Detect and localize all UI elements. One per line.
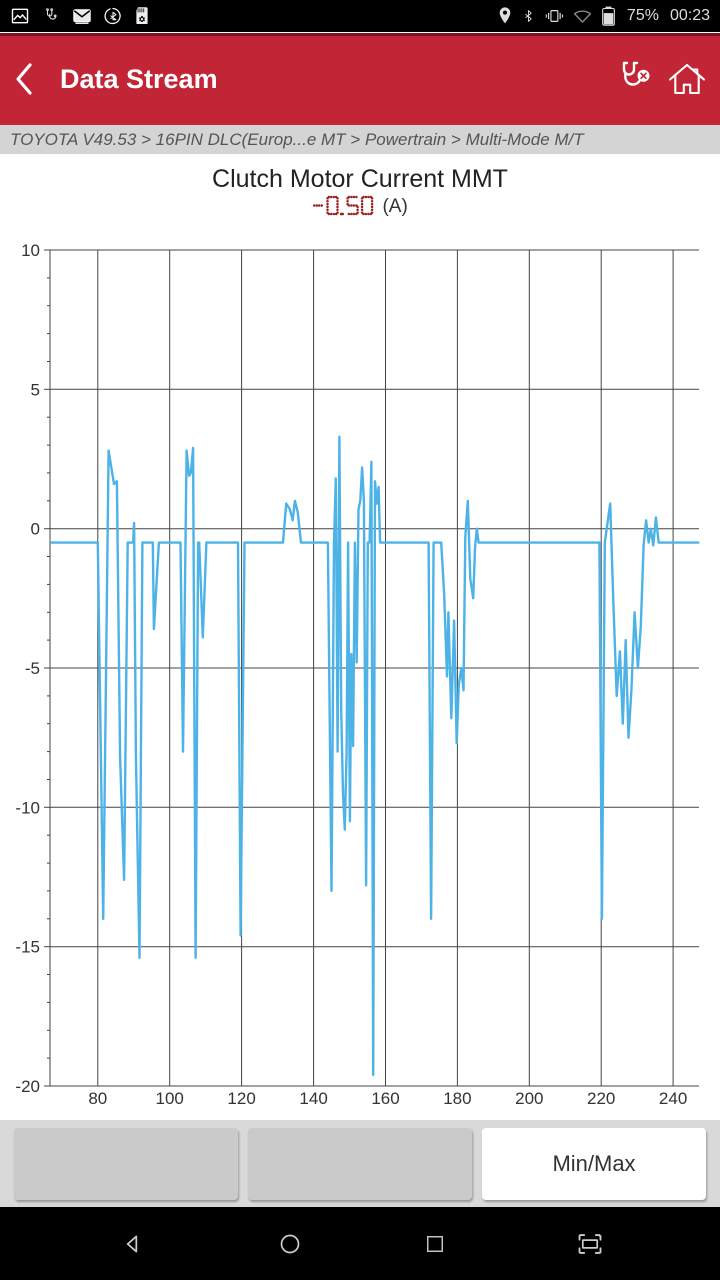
- svg-text:5: 5: [31, 380, 40, 399]
- svg-text:140: 140: [299, 1089, 327, 1108]
- svg-text:10: 10: [21, 241, 40, 260]
- svg-text:180: 180: [443, 1089, 471, 1108]
- svg-text:-15: -15: [15, 938, 40, 957]
- svg-text:240: 240: [659, 1089, 687, 1108]
- svg-text:120: 120: [227, 1089, 255, 1108]
- svg-text:200: 200: [515, 1089, 543, 1108]
- svg-text:220: 220: [587, 1089, 615, 1108]
- svg-text:0: 0: [31, 520, 40, 539]
- svg-text:-20: -20: [15, 1077, 40, 1096]
- svg-text:100: 100: [156, 1089, 184, 1108]
- svg-text:160: 160: [371, 1089, 399, 1108]
- svg-text:80: 80: [88, 1089, 107, 1108]
- svg-text:-10: -10: [15, 798, 40, 817]
- svg-text:-5: -5: [25, 659, 40, 678]
